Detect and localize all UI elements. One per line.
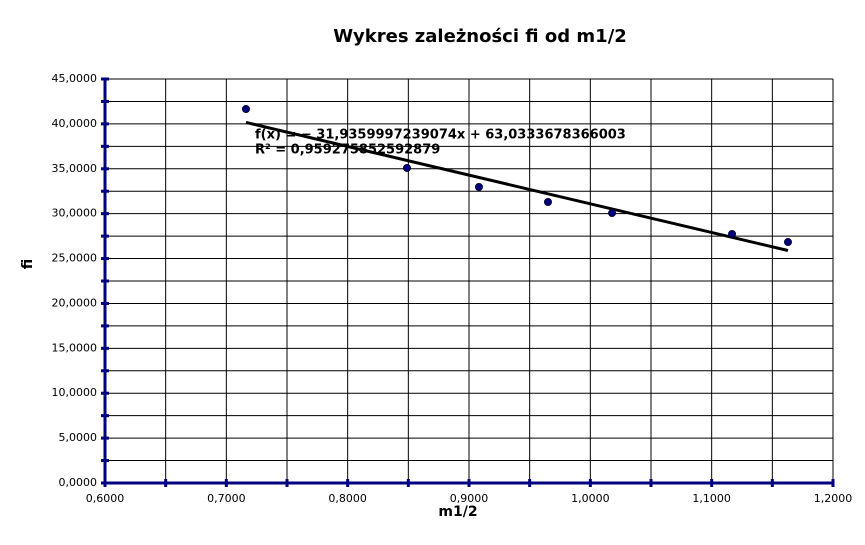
data-point [241, 104, 250, 113]
y-tick-label: 40,0000 [52, 117, 98, 130]
data-point [402, 163, 411, 172]
x-axis-label: m1/2 [438, 504, 477, 520]
y-tick-label: 30,0000 [52, 207, 98, 220]
y-tick-label: 5,0000 [59, 431, 98, 444]
y-tick-label: 15,0000 [52, 341, 98, 354]
y-tick-label: 20,0000 [52, 296, 98, 309]
trendline-r2: R² = 0,959275852592879 [255, 143, 440, 158]
x-tick-label: 0,9000 [450, 492, 489, 505]
chart-title: Wykres zależności fi od m1/2 [333, 26, 627, 47]
y-tick-label: 45,0000 [52, 72, 98, 85]
y-tick-label: 10,0000 [52, 386, 98, 399]
data-point [608, 209, 617, 218]
trendline-equation: f(x) = − 31,9359997239074x + 63,03336783… [255, 128, 626, 143]
x-tick-label: 1,0000 [571, 492, 610, 505]
x-tick-label: 0,6000 [86, 492, 125, 505]
y-tick-label: 25,0000 [52, 252, 98, 265]
data-point [543, 197, 552, 206]
y-tick-label: 0,0000 [59, 476, 98, 489]
y-tick-label: 35,0000 [52, 162, 98, 175]
x-tick-label: 0,7000 [207, 492, 246, 505]
data-point [783, 238, 792, 247]
data-point [728, 229, 737, 238]
x-tick-label: 1,2000 [814, 492, 853, 505]
y-axis-label: fi [20, 259, 36, 269]
x-tick-label: 1,1000 [692, 492, 731, 505]
data-point [474, 183, 483, 192]
trendline [245, 120, 789, 252]
x-tick-label: 0,8000 [328, 492, 367, 505]
